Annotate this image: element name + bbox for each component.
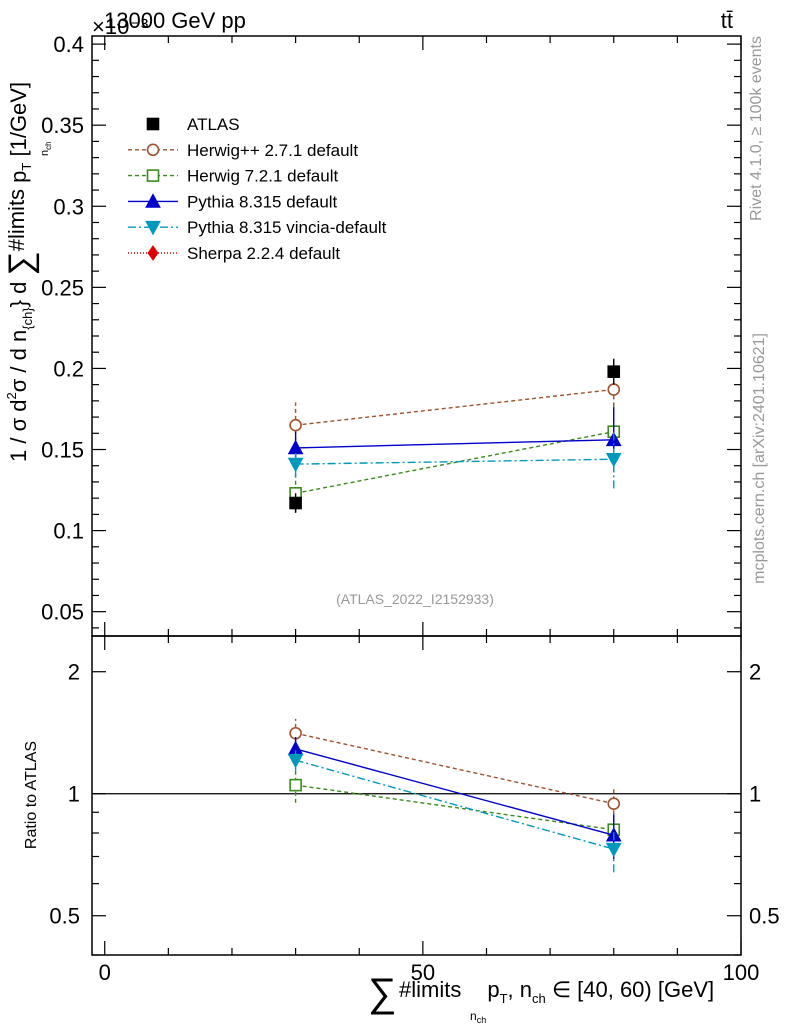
legend-entry: ATLAS: [146, 115, 240, 134]
ylabel-pt-sub: T: [19, 163, 34, 171]
ratio-line: [295, 748, 614, 836]
ratio-series-3: [287, 750, 622, 873]
xlabel-sub-nch: n: [470, 1009, 477, 1023]
series-0: [289, 358, 621, 513]
ratio-y-tick-label-right: 1: [749, 782, 761, 807]
main-y-tick-label: 0.05: [41, 600, 84, 625]
legend-label: Pythia 8.315 default: [187, 192, 338, 211]
ylabel-a: 1 / σ d: [6, 400, 31, 463]
ratio-series-2: [287, 737, 622, 860]
xlabel-rest-sub: ch: [532, 991, 546, 1006]
ratio-y-label: Ratio to ATLAS: [23, 741, 40, 849]
ratio-y-tick-label: 2: [68, 660, 80, 685]
xlabel-pt: p: [487, 977, 499, 1002]
svg-text:nch: nch: [470, 1009, 486, 1024]
main-y-tick-label: 0.25: [41, 275, 84, 300]
xlabel-sum: ∑: [368, 971, 397, 1015]
header-right-title: tt̄: [721, 8, 733, 33]
ratio-y-tick-label: 0.5: [49, 904, 80, 929]
series-line: [295, 430, 614, 494]
legend-label: Pythia 8.315 vincia-default: [187, 218, 387, 237]
svg-text:nch: nch: [39, 141, 53, 156]
main-y-tick-label: 0.3: [53, 194, 84, 219]
legend-label: Herwig 7.2.1 default: [187, 167, 338, 186]
ratio-y-tick-label: 1: [68, 782, 80, 807]
legend-marker: [146, 117, 160, 131]
series-1: [289, 358, 621, 448]
legend-entry: Sherpa 2.2.4 default: [128, 244, 340, 263]
main-y-tick-label: 0.2: [53, 356, 84, 381]
x-tick-label: 100: [723, 960, 760, 985]
ylabel-b: σ / d n: [6, 330, 31, 393]
legend-marker: [147, 245, 159, 261]
xlabel-range: ∈ [40, 60) [GeV]: [546, 977, 714, 1002]
ylabel-d: p: [6, 171, 31, 189]
ratio-point: [607, 797, 621, 810]
data-point: [607, 365, 621, 378]
ratio-series-1: [289, 769, 621, 848]
x-axis-label: ∑ #limits pT, nch ∈ [40, 60) [GeV] nch: [368, 971, 714, 1024]
ratio-line: [295, 759, 614, 850]
ratio-series-0: [289, 718, 621, 822]
ratio-line: [295, 784, 614, 831]
legend-entry: Herwig++ 2.7.1 default: [128, 141, 358, 160]
x-tick-label: 50: [411, 960, 435, 985]
ylabel-c: } d: [6, 276, 31, 308]
legend-marker: [146, 169, 160, 182]
legend-marker: [145, 220, 161, 236]
analysis-tag: (ATLAS_2022_I2152933): [336, 591, 494, 607]
main-panel: 0.05 0.1 0.15 0.2 0.25 0.3 0.35 0.4: [41, 32, 742, 637]
ratio-y-tick-label-right: 0.5: [749, 904, 780, 929]
ratio-panel: 0.5 0.5 1 1 2 2 0 50 100: [49, 635, 780, 985]
main-y-tick-label: 0.4: [53, 32, 84, 57]
legend: ATLAS Herwig++ 2.7.1 default Herwig 7.2.1 …: [128, 115, 387, 263]
xlabel-rest: , n: [508, 977, 532, 1002]
xlabel-sub-ch: ch: [477, 1015, 487, 1024]
legend-label: Sherpa 2.2.4 default: [187, 244, 340, 263]
data-point: [289, 496, 302, 510]
watermark-bottom: mcplots.cern.ch [arXiv:2401.10621]: [751, 333, 768, 584]
svg-text:1 / σ d2σ / d n{ch}} d ∑#limit: 1 / σ d2σ / d n{ch}} d ∑#limits pT [1/Ge…: [2, 82, 40, 462]
ylabel-sum: ∑: [2, 251, 40, 275]
ylabel-under-nch: n: [39, 150, 51, 156]
data-point: [289, 418, 302, 432]
main-y-tick-label: 0.15: [41, 438, 84, 463]
series-4: [287, 430, 622, 489]
legend-marker: [146, 143, 160, 157]
ylabel-limits: #limits: [4, 189, 29, 251]
watermark-top: Rivet 4.1.0, ≥ 100k events: [748, 36, 765, 221]
ratio-line: [295, 732, 614, 805]
ratio-point: [605, 842, 622, 858]
legend-label: ATLAS: [187, 115, 240, 134]
header-left-title: 13000 GeV pp: [104, 8, 246, 33]
xlabel-pt-sub: T: [500, 991, 508, 1006]
ylabel-sup2: 2: [4, 392, 19, 399]
ylabel-under-ch: ch: [44, 141, 53, 149]
ratio-y-tick-label-right: 2: [749, 660, 761, 685]
legend-marker: [145, 193, 161, 208]
ylabel-e: [1/GeV]: [6, 82, 31, 163]
legend-entry: Herwig 7.2.1 default: [128, 167, 338, 186]
data-point: [607, 383, 621, 396]
series-line: [295, 439, 614, 449]
x-tick-label: 0: [99, 960, 111, 985]
y-exponent: ×10⁻³: [92, 14, 148, 39]
main-y-tick-label: 0.1: [53, 519, 84, 544]
legend-entry: Pythia 8.315 default: [128, 192, 338, 211]
series-line: [295, 388, 614, 426]
xlabel-limits: #limits: [399, 977, 461, 1002]
ratio-point: [289, 778, 302, 792]
data-point: [287, 457, 304, 473]
y-axis-label: 1 / σ d2σ / d n{ch}} d ∑#limits pT [1/Ge…: [2, 82, 53, 462]
main-y-tick-label: 0.35: [41, 113, 84, 138]
data-point: [605, 452, 622, 468]
ylabel-sub-ch: {ch}: [20, 307, 35, 330]
legend-label: Herwig++ 2.7.1 default: [187, 141, 358, 160]
series-line: [295, 458, 614, 465]
ratio-frame: [91, 635, 742, 956]
legend-entry: Pythia 8.315 vincia-default: [128, 218, 387, 237]
ratio-point: [287, 753, 304, 769]
